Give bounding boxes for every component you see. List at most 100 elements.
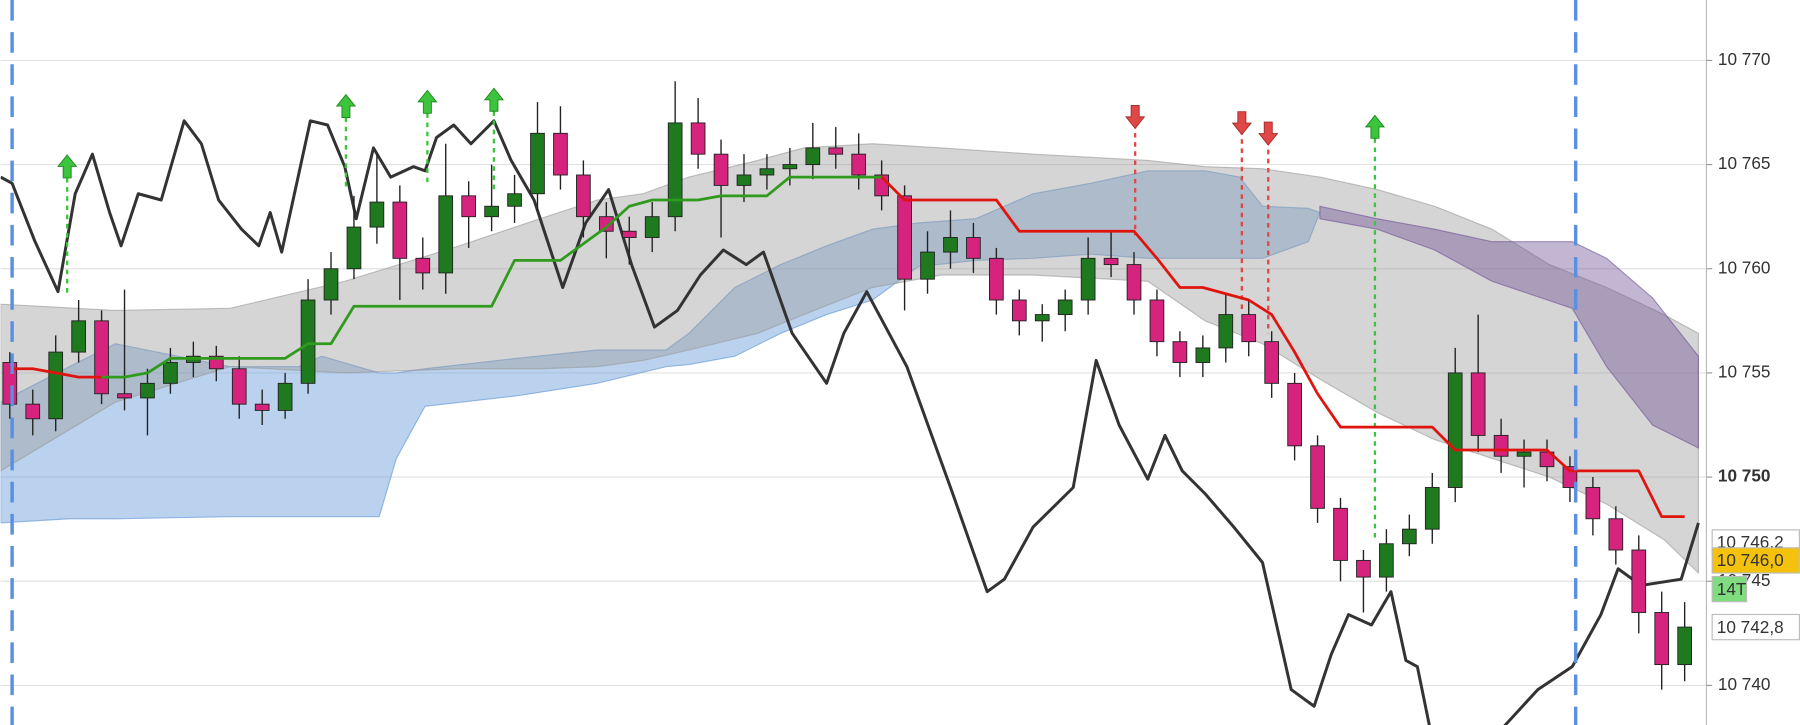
candle-body [1585, 487, 1601, 520]
candle-body [667, 122, 683, 218]
candle-body [415, 257, 431, 274]
candle-body [1677, 626, 1692, 666]
candle-body [1333, 507, 1348, 561]
candle-body [1126, 264, 1142, 301]
candle-body [553, 132, 568, 176]
candle-body [644, 216, 660, 238]
candle-body [1401, 528, 1417, 545]
candle-body [1608, 518, 1624, 551]
price-tag-label: 10 746,0 [1717, 550, 1784, 570]
lagging-line [0, 119, 1431, 725]
candle-body [461, 195, 477, 218]
candle-body [1447, 372, 1463, 488]
candle-body [1080, 257, 1096, 301]
candle-body [989, 257, 1004, 301]
candle-body [713, 153, 729, 186]
candle-body [140, 382, 155, 399]
candle-body [231, 368, 247, 405]
buy-arrow [1364, 114, 1386, 139]
buy-arrow [417, 89, 438, 114]
candle-body [828, 147, 844, 155]
candle-body [1011, 299, 1027, 322]
cloud [0, 143, 1699, 575]
candle-body [759, 168, 775, 176]
candle-body [1631, 549, 1647, 613]
candle-body [1516, 451, 1532, 457]
candle-body [1149, 299, 1165, 343]
buy-arrow [335, 93, 357, 118]
price-tag-label: 14T [1717, 579, 1747, 599]
candle-body [25, 403, 41, 420]
kijun-line [101, 175, 882, 379]
candle-body [1103, 257, 1119, 266]
price-tag-label: 10 746,2 [1717, 532, 1784, 552]
y-tick-label: 10 770 [1718, 49, 1771, 69]
candle-body [1356, 559, 1371, 578]
candle-body [690, 122, 706, 155]
candle-body [621, 230, 637, 238]
candle-body [277, 382, 293, 411]
candle-body [782, 164, 798, 170]
candle-body [48, 351, 64, 420]
candle-body [1654, 612, 1670, 666]
cloud [1319, 205, 1699, 449]
candle-body [1310, 445, 1325, 509]
sell-arrow [1258, 121, 1279, 146]
y-tick-label: 10 750 [1718, 466, 1771, 486]
candle-body [1172, 341, 1188, 363]
sell-arrow [1125, 104, 1146, 130]
candle-body [1470, 372, 1486, 436]
y-tick-label: 10 740 [1718, 674, 1771, 694]
y-tick-label: 10 755 [1718, 361, 1771, 381]
candle-body [1195, 347, 1211, 363]
plot-area [0, 81, 1700, 725]
candle-body [163, 362, 178, 384]
candle-body [1287, 382, 1302, 447]
candle-body [1218, 314, 1234, 349]
lagging-line [1503, 522, 1700, 725]
candle-body [1539, 451, 1555, 468]
candle-body [346, 226, 362, 270]
candle-body [736, 174, 752, 186]
candle-body [300, 299, 316, 384]
buy-arrow [483, 87, 505, 112]
sell-arrow [1231, 111, 1252, 136]
candle-body [1379, 543, 1394, 578]
price-tag-label: 10 742,8 [1717, 617, 1784, 637]
candle-body [323, 268, 339, 301]
candle-body [1034, 314, 1050, 322]
candle-body [438, 195, 454, 274]
y-tick-label: 10 760 [1718, 257, 1771, 277]
price-tag [1711, 575, 1748, 603]
candle-body [943, 237, 958, 253]
kijun-line [880, 176, 1685, 519]
candle-body [507, 193, 522, 207]
kijun-line [9, 367, 102, 379]
candle-body [71, 320, 86, 353]
candle-body [392, 201, 408, 259]
candle-body [851, 153, 867, 176]
candle-body [598, 216, 614, 232]
candle-body [1057, 299, 1073, 316]
candle-body [897, 195, 912, 280]
candle-body [1264, 341, 1280, 384]
price-tag [1711, 613, 1800, 641]
candle-body [1493, 434, 1509, 457]
y-tick-label: 10 765 [1718, 153, 1771, 173]
price-tag [1711, 547, 1800, 574]
candle-body [530, 132, 545, 195]
candle-body [94, 320, 109, 395]
candle-body [1241, 314, 1257, 343]
candle-body [254, 403, 270, 411]
candle-body [805, 147, 821, 166]
candle-body [369, 201, 385, 228]
candle-body [576, 174, 591, 218]
candle-body [966, 237, 981, 259]
candle-body [920, 251, 935, 280]
candle-body [117, 393, 132, 399]
candle-body [1424, 487, 1440, 530]
